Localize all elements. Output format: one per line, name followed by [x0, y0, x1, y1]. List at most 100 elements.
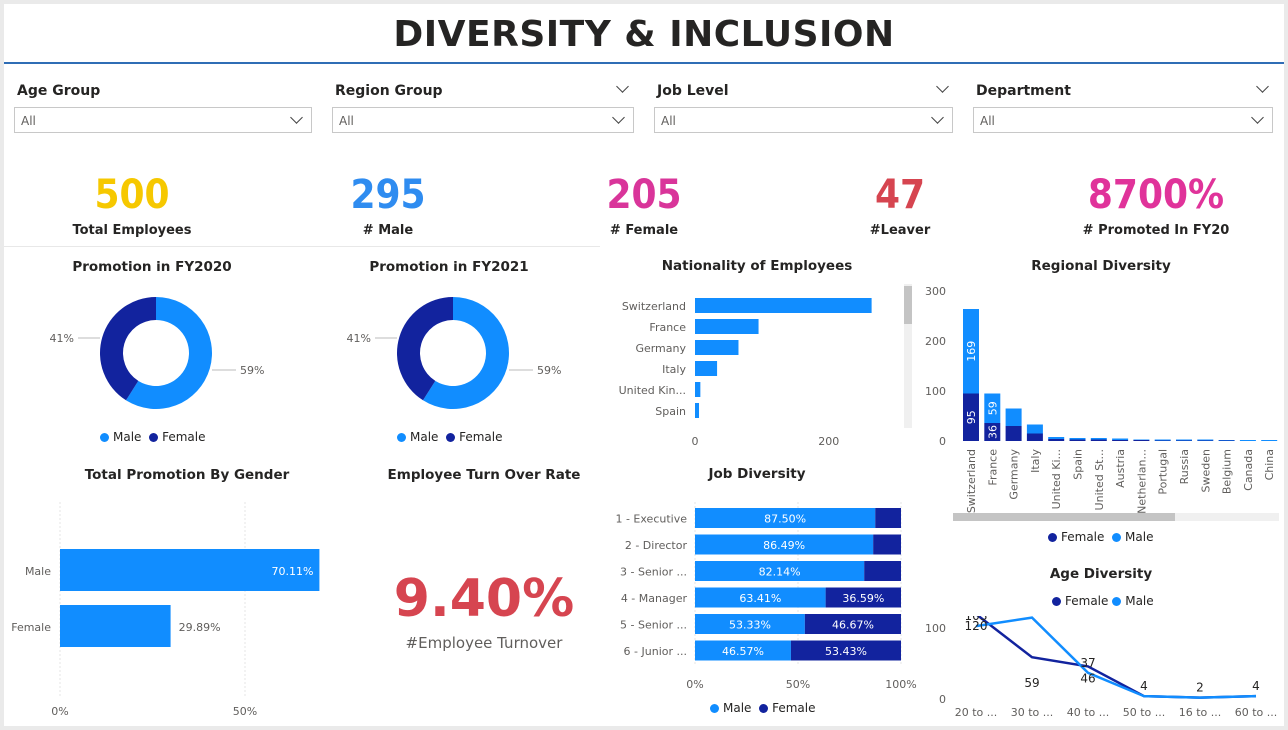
slicer-region-dropdown[interactable]: All: [332, 107, 634, 133]
x-tick-label: 100%: [885, 678, 916, 691]
promo2021-title: Promotion in FY2021: [369, 259, 529, 275]
bar-male-3: [695, 587, 826, 608]
x-category-label: Sweden: [1199, 449, 1212, 492]
gender-promo-chart: 0% 50% Male 70.11% Female 29.89%: [11, 502, 320, 718]
kpi-male-value: 295: [350, 172, 426, 218]
x-tick-label: 50%: [786, 678, 810, 691]
y-category-label: Germany: [635, 342, 686, 355]
nationality-scrollbar-thumb[interactable]: [904, 286, 912, 324]
gender-promo-title: Total Promotion By Gender: [84, 467, 290, 483]
chevron-down-icon[interactable]: [616, 80, 629, 93]
male-legend-dot: [100, 433, 109, 442]
data-label-female: 95: [965, 410, 978, 424]
bar-male-2: [1005, 408, 1022, 426]
promo2020-title: Promotion in FY2020: [72, 259, 232, 275]
y-category-label: Male: [25, 565, 51, 578]
data-label: 59: [1024, 676, 1039, 690]
kpi-female-label: # Female: [609, 223, 679, 238]
age-marks: 0 100 120 59 46 103 115 37 4 2 4 20 to ... 30 to ...…: [925, 616, 1277, 719]
x-tick-label: 0%: [686, 678, 703, 691]
nationality-chart: Switzerland France Germany Italy United Kin.…: [619, 284, 912, 448]
legend-male: Male: [1125, 594, 1154, 608]
chevron-down-icon: [290, 111, 303, 124]
bar-female-1: [873, 534, 901, 555]
legend-male: Male: [410, 430, 439, 444]
bar-female-0: [875, 508, 901, 528]
bar-female-3: [1026, 433, 1043, 441]
turnover-title: Employee Turn Over Rate: [387, 467, 581, 483]
chevron-down-icon: [931, 111, 944, 124]
bar-0: [695, 298, 872, 313]
job-diversity-chart: 0% 50% 100% 87.50% 1 - Executive 86.49% 2 - Di…: [615, 502, 917, 691]
bar-male-11: [1197, 439, 1214, 441]
data-label-female: 46.67%: [832, 619, 874, 632]
promo2021-donut: 59% 41%: [347, 297, 561, 409]
data-label: 103: [965, 616, 988, 623]
x-category-label: Netherlan...: [1135, 449, 1148, 514]
chevron-down-icon[interactable]: [936, 80, 949, 93]
bar-4: [695, 382, 701, 397]
x-category-label: 30 to ...: [1011, 706, 1054, 719]
donut-slice-female: [100, 297, 156, 401]
slicer-department-dropdown[interactable]: All: [973, 107, 1273, 133]
data-label-female: 41%: [50, 332, 74, 345]
bar-3: [695, 361, 718, 376]
x-category-label: 40 to ...: [1067, 706, 1110, 719]
bar-female-4: [804, 614, 901, 634]
x-category-label: Canada: [1242, 449, 1255, 491]
donut-slice-female: [397, 297, 453, 401]
data-label-male: 59: [986, 401, 999, 415]
legend-male: Male: [113, 430, 142, 444]
y-tick-label: 200: [925, 335, 946, 348]
bar-female-5: [790, 640, 901, 661]
regional-scrollbar-thumb[interactable]: [953, 513, 1175, 521]
bar-female-5: [1069, 439, 1086, 441]
bar-female-11: [1197, 440, 1214, 441]
nationality-scrollbar-track[interactable]: [904, 284, 912, 428]
kpi-promoted-value: 8700%: [1087, 172, 1225, 218]
bar-male: [60, 549, 320, 591]
x-category-label: 50 to ...: [1123, 706, 1166, 719]
x-category-label: Spain: [1072, 449, 1085, 480]
data-label-female: 36: [986, 425, 999, 439]
slicer-joblevel-dropdown[interactable]: All: [654, 107, 953, 133]
x-category-label: 20 to ...: [955, 706, 998, 719]
slicer-age-label: Age Group: [17, 83, 101, 99]
nationality-title: Nationality of Employees: [661, 258, 853, 274]
legend-female: Female: [1061, 530, 1105, 544]
bar-female-2: [1005, 426, 1022, 441]
y-category-label: 6 - Junior ...: [624, 645, 687, 658]
x-category-label: 60 to ...: [1235, 706, 1278, 719]
bar-male-9: [1154, 439, 1171, 441]
bar-female-8: [1133, 440, 1150, 441]
data-label-male: 63.41%: [739, 592, 781, 605]
series-line-male: [975, 616, 1257, 699]
data-label-female: 41%: [347, 332, 371, 345]
slicer-joblevel-label: Job Level: [657, 83, 729, 99]
bar-female-9: [1154, 440, 1171, 441]
regional-legend: Female Male: [1048, 530, 1153, 544]
kpi-total-employees-value: 500: [94, 172, 170, 218]
bar-male-3: [1026, 424, 1043, 434]
male-legend-dot: [1112, 533, 1122, 542]
y-tick-label: 0: [939, 693, 946, 706]
bar-male-12: [1218, 440, 1235, 441]
bar-2: [695, 340, 739, 355]
y-category-label: Switzerland: [622, 300, 686, 313]
bar-male-4: [1048, 437, 1065, 439]
x-category-label: Germany: [1008, 449, 1021, 500]
y-category-label: 3 - Senior ...: [620, 566, 687, 579]
data-label-male: 86.49%: [763, 539, 805, 552]
bar-female-1: [984, 423, 1001, 441]
regional-title: Regional Diversity: [1031, 258, 1171, 274]
bar-male-1: [695, 534, 874, 555]
x-category-label: Russia: [1178, 449, 1191, 484]
chevron-down-icon[interactable]: [1256, 80, 1269, 93]
x-category-label: Austria: [1114, 449, 1127, 488]
page-title: DIVERSITY & INCLUSION: [393, 14, 895, 55]
slicer-age-dropdown[interactable]: All: [14, 107, 312, 133]
legend-male: Male: [723, 701, 752, 715]
y-category-label: 2 - Director: [625, 539, 688, 552]
job-diversity-title: Job Diversity: [708, 466, 806, 482]
bar-female-10: [1176, 440, 1192, 441]
